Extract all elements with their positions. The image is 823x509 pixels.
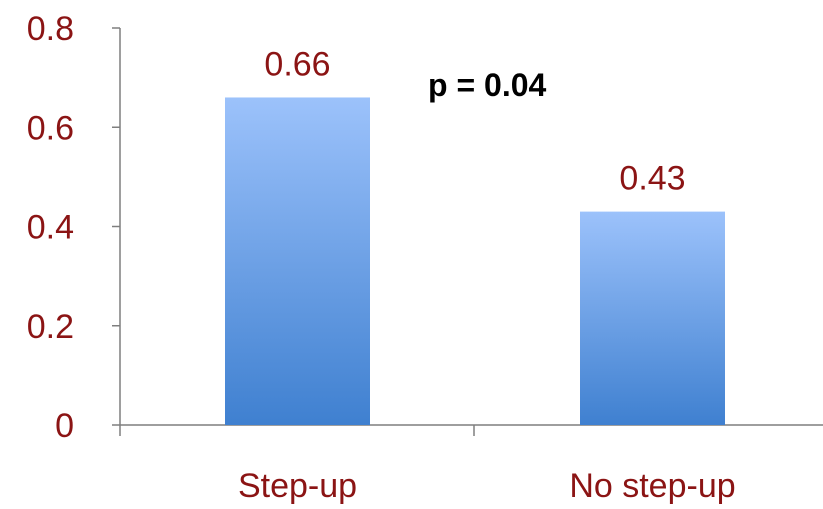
y-tick-label: 0 bbox=[55, 407, 74, 445]
x-axis-ticks: Step-up No step-up bbox=[119, 425, 736, 505]
y-tick-label: 0.4 bbox=[27, 209, 74, 247]
y-tick-label: 0.6 bbox=[27, 109, 74, 147]
y-axis-ticks: 0 0.2 0.4 0.6 0.8 bbox=[27, 10, 120, 445]
bar-step-up bbox=[225, 97, 370, 425]
bar-value-label: 0.66 bbox=[264, 45, 330, 83]
y-tick-label: 0.2 bbox=[27, 308, 74, 346]
bar-no-step-up bbox=[580, 211, 725, 425]
x-category-label: Step-up bbox=[238, 467, 357, 505]
x-category-label: No step-up bbox=[569, 467, 735, 505]
bar-value-label: 0.43 bbox=[619, 160, 685, 198]
p-value-annotation: p = 0.04 bbox=[428, 67, 547, 103]
y-tick-label: 0.8 bbox=[27, 10, 74, 48]
bars bbox=[225, 97, 725, 425]
data-labels: 0.66 0.43 bbox=[264, 45, 685, 197]
